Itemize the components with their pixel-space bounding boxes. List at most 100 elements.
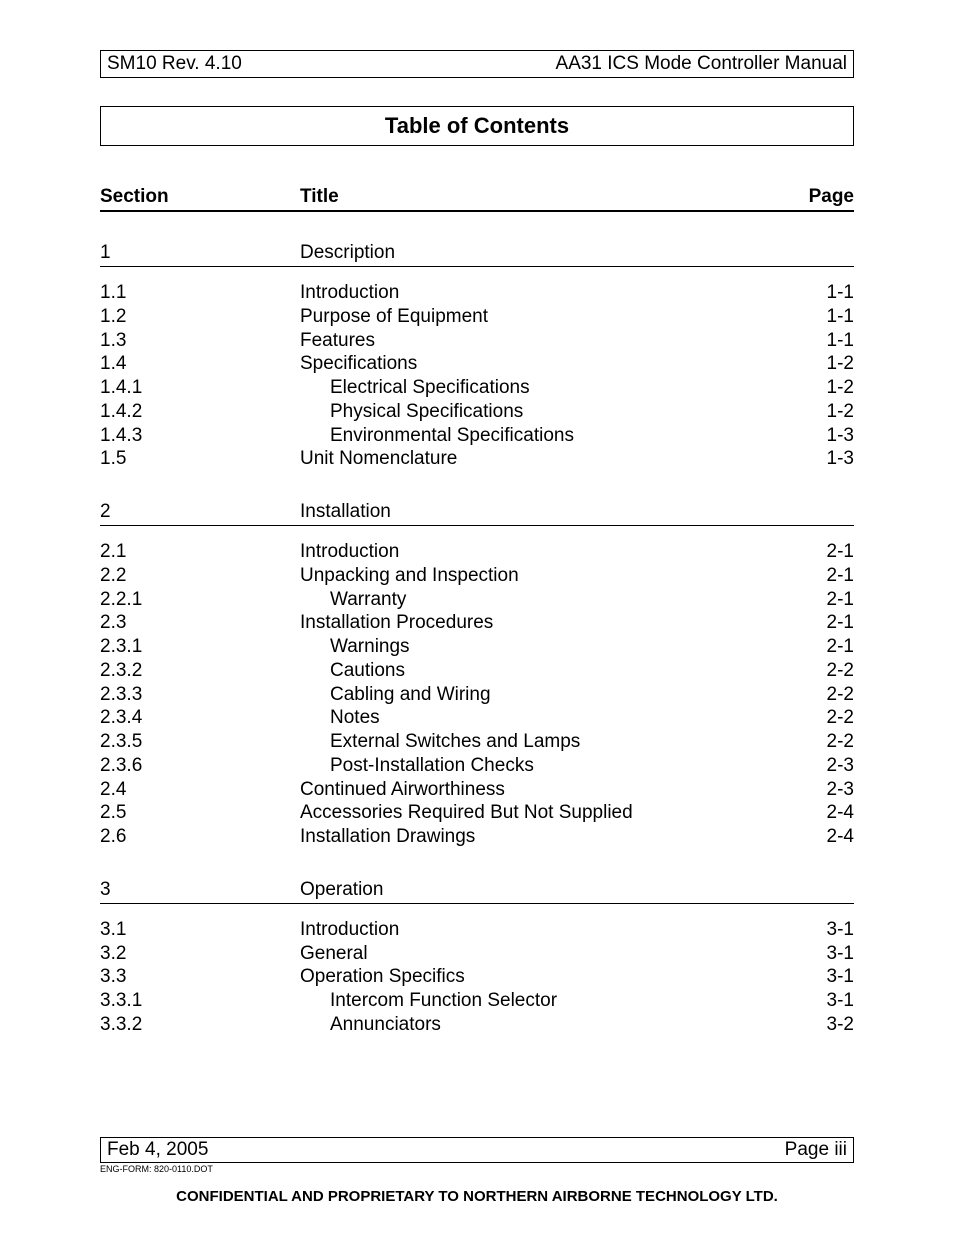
toc-entry-title: Physical Specifications: [300, 400, 764, 424]
toc-section-number: 1: [100, 242, 300, 264]
toc-body: 1Description 1.1Introduction1-11.2Purpose…: [100, 230, 854, 1037]
toc-section-block: 1.1Introduction1-11.2Purpose of Equipmen…: [100, 281, 854, 471]
toc-entry: 1.4Specifications1-2: [100, 352, 854, 376]
page-header: SM10 Rev. 4.10 AA31 ICS Mode Controller …: [100, 50, 854, 78]
toc-entry-title: Introduction: [300, 918, 764, 942]
toc-entry-title: Post-Installation Checks: [300, 754, 764, 778]
toc-entry: 2.2Unpacking and Inspection2-1: [100, 564, 854, 588]
toc-entry-page: 2-3: [764, 778, 854, 802]
toc-entry-title: Annunciators: [300, 1013, 764, 1037]
toc-entry: 3.3.1Intercom Function Selector3-1: [100, 989, 854, 1013]
toc-entry-title: External Switches and Lamps: [300, 730, 764, 754]
toc-entry-title: Warranty: [300, 588, 764, 612]
toc-entry: 3.1Introduction3-1: [100, 918, 854, 942]
toc-entry-title: Installation Procedures: [300, 611, 764, 635]
toc-entry: 1.1Introduction1-1: [100, 281, 854, 305]
toc-entry: 1.5Unit Nomenclature1-3: [100, 447, 854, 471]
toc-entry: 2.1Introduction2-1: [100, 540, 854, 564]
toc-entry-number: 1.5: [100, 447, 300, 471]
toc-entry: 2.2.1Warranty2-1: [100, 588, 854, 612]
toc-entry-number: 2.2.1: [100, 588, 300, 612]
toc-entry-title: Unpacking and Inspection: [300, 564, 764, 588]
toc-entry: 3.3Operation Specifics3-1: [100, 965, 854, 989]
toc-entry-page: 2-2: [764, 659, 854, 683]
toc-entry-number: 1.4.1: [100, 376, 300, 400]
toc-entry: 2.5Accessories Required But Not Supplied…: [100, 801, 854, 825]
toc-entry-title: Notes: [300, 706, 764, 730]
toc-entry-page: 1-1: [764, 281, 854, 305]
toc-entry-page: 1-2: [764, 352, 854, 376]
toc-entry-number: 1.4.3: [100, 424, 300, 448]
toc-entry-page: 3-2: [764, 1013, 854, 1037]
toc-entry-title: Intercom Function Selector: [300, 989, 764, 1013]
toc-entry: 2.3.2Cautions2-2: [100, 659, 854, 683]
toc-section-block: 3.1Introduction3-13.2General3-13.3Operat…: [100, 918, 854, 1037]
toc-entry-page: 2-2: [764, 706, 854, 730]
toc-entry-number: 2.3: [100, 611, 300, 635]
toc-entry: 3.3.2Annunciators3-2: [100, 1013, 854, 1037]
toc-entry-number: 2.3.5: [100, 730, 300, 754]
toc-entry-title: Cabling and Wiring: [300, 683, 764, 707]
page-title: Table of Contents: [100, 106, 854, 146]
toc-entry-number: 1.2: [100, 305, 300, 329]
toc-entry-number: 2.3.3: [100, 683, 300, 707]
toc-entry-page: 1-2: [764, 400, 854, 424]
toc-entry-page: 2-4: [764, 801, 854, 825]
toc-entry: 1.4.2Physical Specifications1-2: [100, 400, 854, 424]
toc-entry: 2.3.6Post-Installation Checks2-3: [100, 754, 854, 778]
toc-entry-number: 2.3.6: [100, 754, 300, 778]
toc-entry: 2.3.1Warnings2-1: [100, 635, 854, 659]
toc-entry-number: 2.3.4: [100, 706, 300, 730]
toc-section-title: Operation: [300, 879, 854, 901]
toc-entry: 2.4Continued Airworthiness2-3: [100, 778, 854, 802]
toc-section-header: 1Description: [100, 230, 854, 267]
col-header-page: Page: [764, 186, 854, 208]
footer-date: Feb 4, 2005: [107, 1139, 208, 1161]
toc-entry-number: 2.5: [100, 801, 300, 825]
toc-entry-page: 3-1: [764, 942, 854, 966]
toc-entry: 1.3Features1-1: [100, 329, 854, 353]
col-header-title: Title: [300, 186, 764, 208]
confidential-notice: CONFIDENTIAL AND PROPRIETARY TO NORTHERN…: [100, 1188, 854, 1205]
toc-entry-title: Specifications: [300, 352, 764, 376]
toc-entry-page: 2-1: [764, 588, 854, 612]
toc-entry-title: Continued Airworthiness: [300, 778, 764, 802]
footer-page-number: Page iii: [785, 1139, 847, 1161]
toc-entry-number: 3.3: [100, 965, 300, 989]
toc-entry: 1.4.1Electrical Specifications1-2: [100, 376, 854, 400]
toc-section-title: Description: [300, 242, 854, 264]
toc-entry-title: Purpose of Equipment: [300, 305, 764, 329]
toc-section-title: Installation: [300, 501, 854, 523]
toc-section-block: 2.1Introduction2-12.2Unpacking and Inspe…: [100, 540, 854, 849]
document-page: SM10 Rev. 4.10 AA31 ICS Mode Controller …: [0, 0, 954, 1235]
toc-entry: 2.6Installation Drawings2-4: [100, 825, 854, 849]
toc-entry-number: 2.3.1: [100, 635, 300, 659]
toc-section-header: 3Operation: [100, 867, 854, 904]
toc-entry-number: 2.1: [100, 540, 300, 564]
toc-entry-title: Unit Nomenclature: [300, 447, 764, 471]
toc-entry-page: 3-1: [764, 918, 854, 942]
toc-entry-page: 1-1: [764, 329, 854, 353]
footer-box: Feb 4, 2005 Page iii: [100, 1137, 854, 1163]
toc-entry-number: 3.2: [100, 942, 300, 966]
toc-entry-title: Cautions: [300, 659, 764, 683]
toc-entry: 1.2Purpose of Equipment1-1: [100, 305, 854, 329]
toc-entry-number: 2.2: [100, 564, 300, 588]
toc-entry-title: Operation Specifics: [300, 965, 764, 989]
toc-entry-page: 1-3: [764, 424, 854, 448]
toc-entry-title: General: [300, 942, 764, 966]
toc-entry-page: 1-2: [764, 376, 854, 400]
toc-entry-title: Accessories Required But Not Supplied: [300, 801, 764, 825]
toc-entry: 3.2General3-1: [100, 942, 854, 966]
col-header-section: Section: [100, 186, 300, 208]
toc-entry-number: 3.3.1: [100, 989, 300, 1013]
toc-entry-page: 2-1: [764, 611, 854, 635]
toc-entry-page: 2-4: [764, 825, 854, 849]
toc-entry-title: Features: [300, 329, 764, 353]
toc-section-header: 2Installation: [100, 489, 854, 526]
toc-column-headers: Section Title Page: [100, 186, 854, 212]
toc-entry-number: 3.3.2: [100, 1013, 300, 1037]
toc-entry-title: Installation Drawings: [300, 825, 764, 849]
toc-entry-number: 2.3.2: [100, 659, 300, 683]
toc-entry: 1.4.3Environmental Specifications1-3: [100, 424, 854, 448]
